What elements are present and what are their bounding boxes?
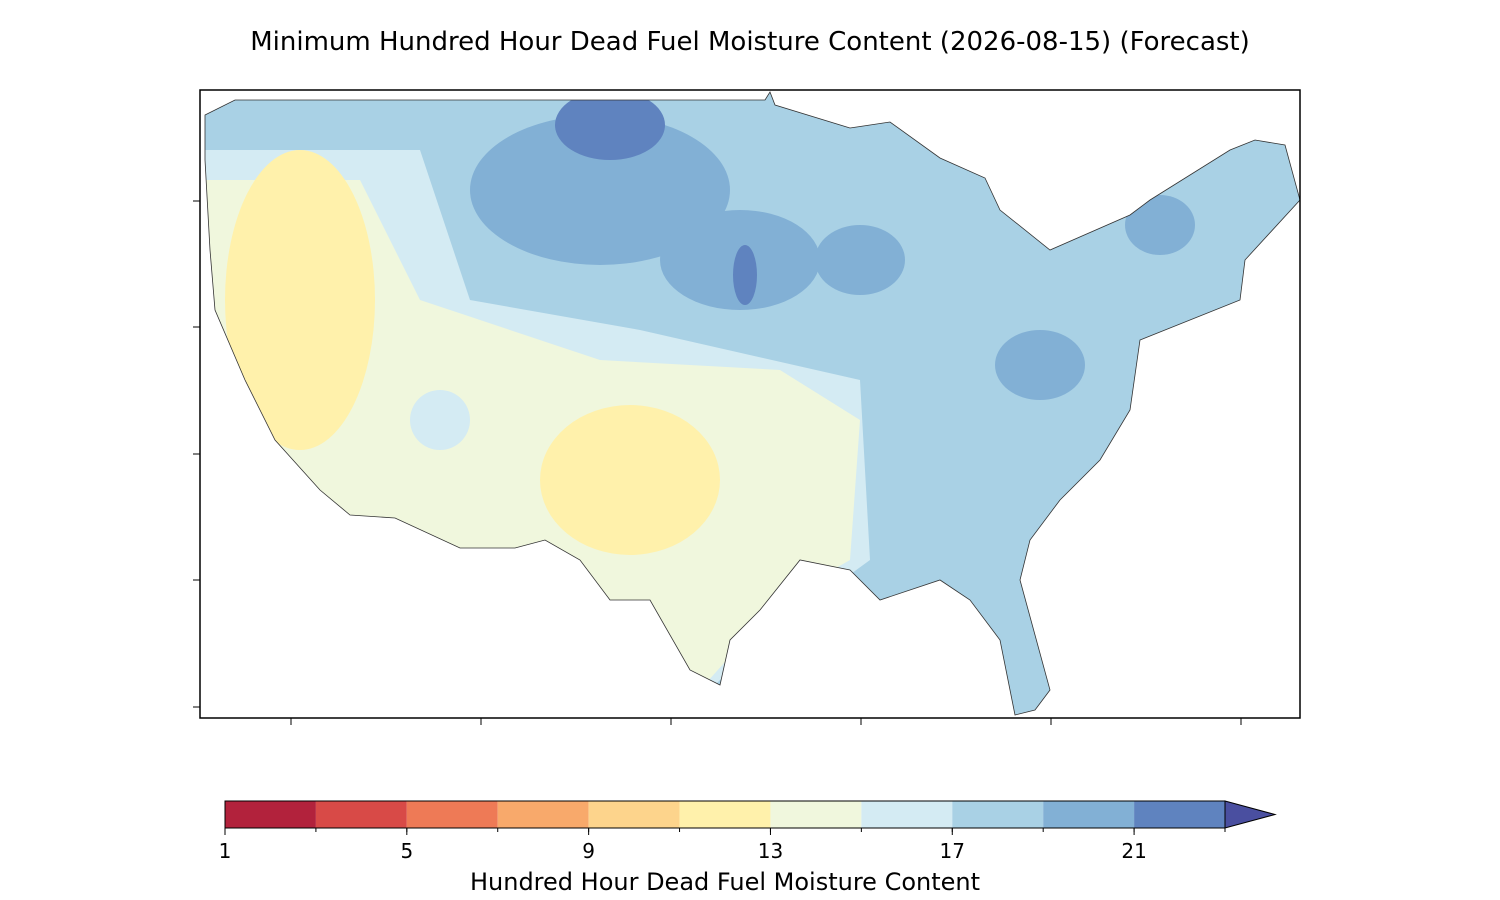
colorbar-tick-label: 1 [219,839,232,863]
map-ticks [193,200,1242,725]
colorbar-segment [497,801,589,828]
colorbar-segment [588,801,680,828]
colorbar-extend [1224,800,1277,829]
colorbar-segment [952,801,1044,828]
colorbar-segment [861,801,953,828]
colorbar-segment [1134,801,1225,828]
colorbar-segment [1043,801,1135,828]
colorbar-segment [770,801,862,828]
colorbar-segment [225,801,316,828]
map-frame [199,89,1301,719]
colorbar-tick-label: 9 [582,839,595,863]
colorbar-tick-label: 17 [940,839,965,863]
colorbar-tick-label: 21 [1121,839,1146,863]
colorbar-frame [224,800,1226,829]
map-fill [205,92,1300,715]
colorbar-label: Hundred Hour Dead Fuel Moisture Content [470,868,980,896]
chart-title: Minimum Hundred Hour Dead Fuel Moisture … [250,27,1250,57]
colorbar: 1 5 9 13 17 21 [219,800,1277,863]
colorbar-tick-label: 5 [400,839,413,863]
colorbar-segment [315,801,407,828]
us-outline [204,91,1301,716]
colorbar-segment [406,801,498,828]
colorbar-segment [679,801,771,828]
colorbar-tick-label: 13 [758,839,783,863]
